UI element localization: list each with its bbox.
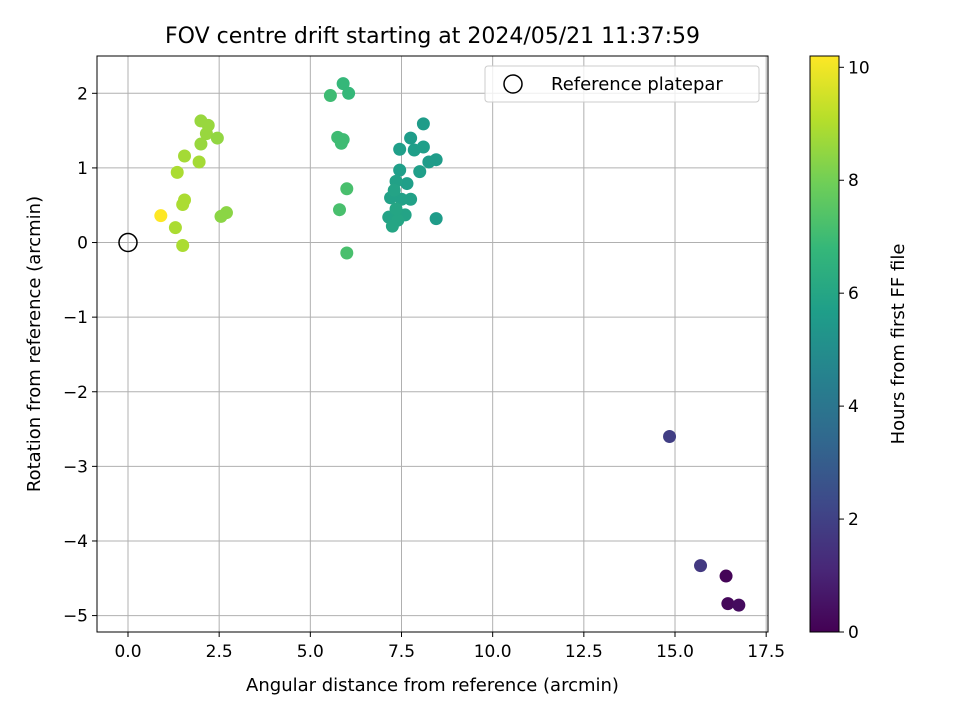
- scatter-point: [154, 209, 168, 223]
- scatter-point: [389, 202, 403, 216]
- reference-platepar-marker: [118, 232, 138, 253]
- legend-entry-label: Reference platepar: [551, 74, 723, 95]
- scatter-point: [342, 86, 356, 100]
- colorbar-tick-label: 4: [848, 397, 859, 417]
- scatter-point: [340, 182, 354, 196]
- colorbar-tick-label: 6: [848, 284, 859, 304]
- scatter-point: [385, 219, 399, 233]
- scatter-point: [176, 239, 190, 253]
- scatter-point: [721, 597, 735, 611]
- x-tick-label: 0.0: [114, 642, 141, 662]
- y-tick-label: −1: [63, 308, 88, 328]
- scatter-point: [719, 569, 733, 583]
- legend-marker-open-circle: [503, 74, 523, 94]
- scatter-point: [732, 598, 746, 612]
- scatter-point: [663, 430, 677, 444]
- scatter-point: [170, 165, 184, 179]
- y-axis-label: Rotation from reference (arcmin): [24, 196, 45, 492]
- scatter-point: [194, 137, 208, 151]
- chart-title: FOV centre drift starting at 2024/05/21 …: [165, 24, 700, 49]
- colorbar-ticks: 0 2 4 6 8 10: [839, 58, 870, 643]
- colorbar-label: Hours from first FF file: [888, 244, 909, 445]
- scatter-point: [393, 163, 407, 177]
- scatter-point: [178, 149, 192, 163]
- scatter-point: [323, 89, 337, 103]
- scatter-point: [334, 136, 348, 150]
- colorbar-tick-label: 10: [848, 58, 870, 78]
- scatter-point: [407, 143, 421, 157]
- scatter-point: [214, 209, 228, 223]
- scatter-point: [199, 127, 213, 141]
- scatter-point: [393, 142, 407, 156]
- y-tick-label: −2: [63, 383, 88, 403]
- scatter-point: [176, 197, 190, 211]
- y-tick-label: 2: [77, 84, 88, 104]
- scatter-point: [429, 212, 443, 226]
- x-tick-label: 2.5: [206, 642, 233, 662]
- colorbar-tick-label: 0: [848, 623, 859, 643]
- x-tick-label: 15.0: [656, 642, 694, 662]
- x-tick-label: 7.5: [388, 642, 415, 662]
- scatter-point: [395, 192, 409, 206]
- scatter-point: [192, 155, 206, 169]
- y-tick-label: 1: [77, 159, 88, 179]
- x-tick-label: 10.0: [474, 642, 512, 662]
- scatter-point: [336, 77, 350, 91]
- grid: [97, 56, 768, 632]
- scatter-points: [118, 77, 746, 612]
- x-axis: 0.0 2.5 5.0 7.5 10.0 12.5 15.0 17.5: [114, 632, 785, 662]
- scatter-point: [694, 559, 708, 573]
- legend: Reference platepar: [484, 65, 760, 103]
- scatter-point: [416, 117, 430, 131]
- y-tick-label: −5: [63, 607, 88, 627]
- colorbar-tick-label: 2: [848, 510, 859, 530]
- colorbar-gradient: [809, 55, 840, 633]
- x-tick-label: 5.0: [297, 642, 324, 662]
- scatter-point: [333, 203, 347, 217]
- y-tick-label: −3: [63, 457, 88, 477]
- scatter-point: [413, 165, 427, 179]
- y-axis: 2 1 0 −1 −2 −3 −4 −5: [63, 84, 97, 627]
- colorbar: 0 2 4 6 8 10 Hours from first FF file: [809, 55, 909, 643]
- colorbar-tick-label: 8: [848, 171, 859, 191]
- scatter-point: [422, 155, 436, 169]
- legend-box: [484, 65, 760, 103]
- x-tick-label: 12.5: [565, 642, 603, 662]
- scatter-point: [404, 131, 418, 145]
- x-tick-label: 17.5: [747, 642, 785, 662]
- scatter-point: [210, 131, 224, 145]
- scatter-point: [168, 221, 182, 235]
- scatter-point: [404, 192, 418, 206]
- plot-frame: [96, 55, 769, 633]
- y-tick-label: 0: [77, 234, 88, 254]
- scatter-point: [340, 246, 354, 260]
- scatter-point: [400, 177, 414, 191]
- x-axis-label: Angular distance from reference (arcmin): [246, 675, 619, 696]
- y-tick-label: −4: [63, 532, 88, 552]
- scatter-point: [387, 183, 401, 197]
